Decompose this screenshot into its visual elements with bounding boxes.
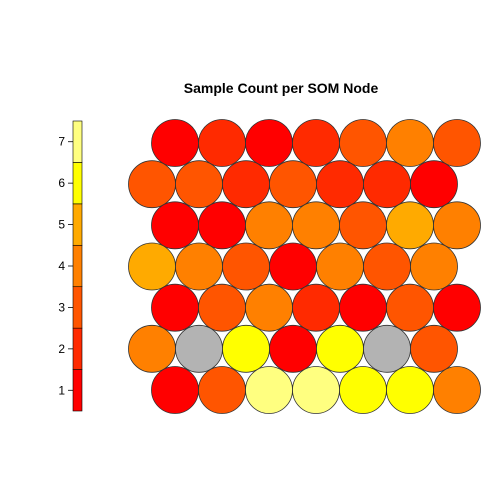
som-node: [339, 366, 387, 414]
som-node: [386, 201, 434, 250]
som-node: [292, 283, 340, 332]
som-node: [410, 242, 458, 291]
som-node: [222, 242, 270, 291]
som-node: [128, 242, 176, 291]
som-node: [128, 160, 176, 209]
som-node: [433, 366, 481, 414]
som-node: [222, 324, 270, 373]
som-node: [433, 283, 481, 332]
som-node: [433, 201, 481, 250]
som-node: [363, 324, 411, 373]
som-node: [222, 160, 270, 209]
som-node: [316, 242, 364, 291]
som-node: [151, 201, 199, 250]
som-node: [245, 119, 293, 167]
chart-title: Sample Count per SOM Node: [184, 80, 379, 96]
legend-swatch-1: [72, 369, 83, 412]
som-node: [386, 283, 434, 332]
som-node: [198, 119, 246, 167]
som-node: [269, 242, 317, 291]
legend-tick-label: 7: [58, 135, 65, 149]
som-node: [339, 283, 387, 332]
som-node: [128, 324, 176, 373]
legend-tick-label: 5: [58, 218, 65, 232]
som-node-grid: [128, 119, 481, 414]
legend-tick-label: 3: [58, 300, 65, 314]
som-node: [292, 201, 340, 250]
legend-tick-label: 6: [58, 176, 65, 190]
som-node: [339, 201, 387, 250]
som-node: [175, 324, 223, 373]
som-node: [316, 160, 364, 209]
som-node: [410, 160, 458, 209]
som-node: [198, 201, 246, 250]
som-node: [198, 283, 246, 332]
legend-swatch-6: [72, 162, 83, 205]
legend-swatch-7: [72, 120, 83, 163]
legend-tick-label: 4: [58, 259, 65, 273]
som-node: [269, 160, 317, 209]
som-node: [151, 366, 199, 414]
som-node: [245, 201, 293, 250]
legend: 1 2 3 4 5 6 7: [58, 120, 83, 412]
som-node: [198, 366, 246, 414]
som-node: [151, 283, 199, 332]
som-node: [386, 366, 434, 414]
som-node: [245, 366, 293, 414]
som-node: [175, 242, 223, 291]
som-node: [245, 283, 293, 332]
legend-tick-label: 1: [58, 383, 65, 397]
som-node: [292, 119, 340, 167]
som-node: [363, 242, 411, 291]
som-node: [433, 119, 481, 167]
som-node: [151, 119, 199, 167]
legend-swatch-5: [72, 203, 83, 246]
som-node: [316, 324, 364, 373]
legend-swatch-4: [72, 244, 83, 288]
som-node: [410, 324, 458, 373]
legend-tick-label: 2: [58, 342, 65, 356]
som-node: [386, 119, 434, 167]
som-node: [363, 160, 411, 209]
som-node: [339, 119, 387, 167]
som-node: [269, 324, 317, 373]
legend-swatch-2: [72, 327, 83, 370]
som-node: [175, 160, 223, 209]
som-node: [292, 366, 340, 414]
legend-swatch-3: [72, 286, 83, 329]
